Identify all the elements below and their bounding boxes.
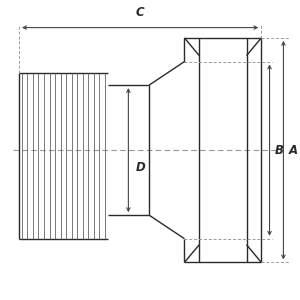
Text: B: B (274, 144, 283, 157)
Text: A: A (288, 144, 298, 157)
Text: C: C (136, 6, 145, 19)
Text: D: D (136, 161, 146, 174)
